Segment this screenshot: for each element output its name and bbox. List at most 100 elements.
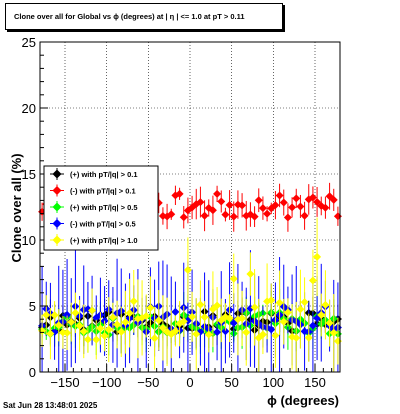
data-point <box>142 311 151 320</box>
data-point <box>242 328 251 337</box>
data-point <box>329 195 338 204</box>
y-tick-label: 25 <box>22 35 36 50</box>
data-point <box>96 324 105 333</box>
data-point <box>83 335 92 344</box>
data-point <box>263 209 272 218</box>
x-tick-label: 150 <box>304 375 326 390</box>
legend-marker <box>52 186 62 195</box>
legend-marker <box>52 235 62 245</box>
data-point <box>158 323 167 332</box>
data-point <box>200 313 209 322</box>
data-point <box>150 334 159 343</box>
legend-label: (-) with pT/|q| > 0.1 <box>70 187 136 196</box>
x-tick-label: 50 <box>224 375 238 390</box>
y-axis-label: Clone over all (%) <box>9 153 24 262</box>
data-point <box>171 326 180 335</box>
data-point <box>183 266 192 275</box>
data-point <box>317 310 326 319</box>
data-point <box>50 311 59 320</box>
data-point <box>75 321 84 330</box>
legend-label: (+) with pT/|q| > 1.0 <box>70 236 138 245</box>
data-point <box>208 206 217 215</box>
data-point <box>225 200 234 209</box>
data-point <box>167 210 176 219</box>
legend-marker <box>52 169 62 179</box>
data-point <box>200 211 209 220</box>
data-point <box>296 305 305 314</box>
data-point <box>204 330 213 339</box>
data-point <box>221 210 230 219</box>
data-point <box>254 196 263 205</box>
data-point <box>67 318 76 327</box>
data-point <box>292 333 301 342</box>
data-point <box>179 213 188 222</box>
data-point <box>300 211 309 220</box>
data-point <box>300 298 309 307</box>
data-point <box>192 329 201 338</box>
data-point <box>213 189 222 198</box>
data-point <box>196 300 205 309</box>
data-point <box>329 328 338 337</box>
series-5 <box>38 217 342 372</box>
data-point <box>196 198 205 207</box>
data-point <box>229 212 238 221</box>
legend-marker <box>52 202 62 212</box>
data-point <box>125 309 134 318</box>
data-point <box>308 276 317 285</box>
y-tick-label: 0 <box>29 365 36 380</box>
data-point <box>283 308 292 317</box>
data-point <box>108 313 117 322</box>
legend-label: (+) with pT/|q| > 0.1 <box>70 170 138 179</box>
data-point <box>258 204 267 213</box>
x-tick-label: −150 <box>50 375 79 390</box>
data-point <box>288 203 297 212</box>
data-point <box>213 328 222 337</box>
legend-label: (+) with pT/|q| > 0.5 <box>70 203 138 212</box>
data-point <box>238 201 247 210</box>
data-point <box>42 311 51 320</box>
data-point <box>308 321 317 330</box>
legend-marker <box>52 219 62 228</box>
data-point <box>217 197 226 206</box>
legend: (+) with pT/|q| > 0.1 (-) with pT/|q| > 0… <box>43 165 159 251</box>
data-point <box>321 300 330 309</box>
data-point <box>117 327 126 336</box>
data-point <box>63 310 72 319</box>
axis-layer: −150 −100 −50 0 50 100 150 0 5 10 15 20 25 <box>22 35 341 390</box>
data-point <box>221 327 230 336</box>
data-point <box>304 333 313 342</box>
data-point <box>238 314 247 323</box>
data-point <box>279 317 288 326</box>
y-tick-label: 20 <box>22 101 36 116</box>
data-point <box>308 193 317 202</box>
data-point <box>121 318 130 327</box>
x-tick-label: −100 <box>92 375 121 390</box>
x-tick-label: 100 <box>262 375 284 390</box>
data-point <box>258 330 267 339</box>
data-point <box>313 252 322 261</box>
data-point <box>179 317 188 326</box>
data-point <box>271 331 280 340</box>
data-point <box>296 202 305 211</box>
data-point <box>313 197 322 206</box>
y-tick-label: 15 <box>22 167 36 182</box>
data-point <box>250 303 259 312</box>
data-point <box>225 314 234 323</box>
data-point <box>79 327 88 336</box>
data-point <box>279 198 288 207</box>
data-point <box>333 337 342 346</box>
data-point <box>146 303 155 312</box>
data-point <box>71 308 80 317</box>
chart-title: Clone over all for Global vs ϕ (degrees)… <box>14 12 245 21</box>
data-point <box>154 316 163 325</box>
data-point <box>275 191 284 200</box>
data-point <box>46 329 55 338</box>
data-point <box>113 320 122 329</box>
data-point <box>63 328 72 337</box>
data-point <box>250 212 259 221</box>
x-axis-label: ϕ (degrees) <box>267 393 339 408</box>
data-point <box>325 318 334 327</box>
data-point <box>333 212 342 221</box>
data-point <box>321 203 330 212</box>
